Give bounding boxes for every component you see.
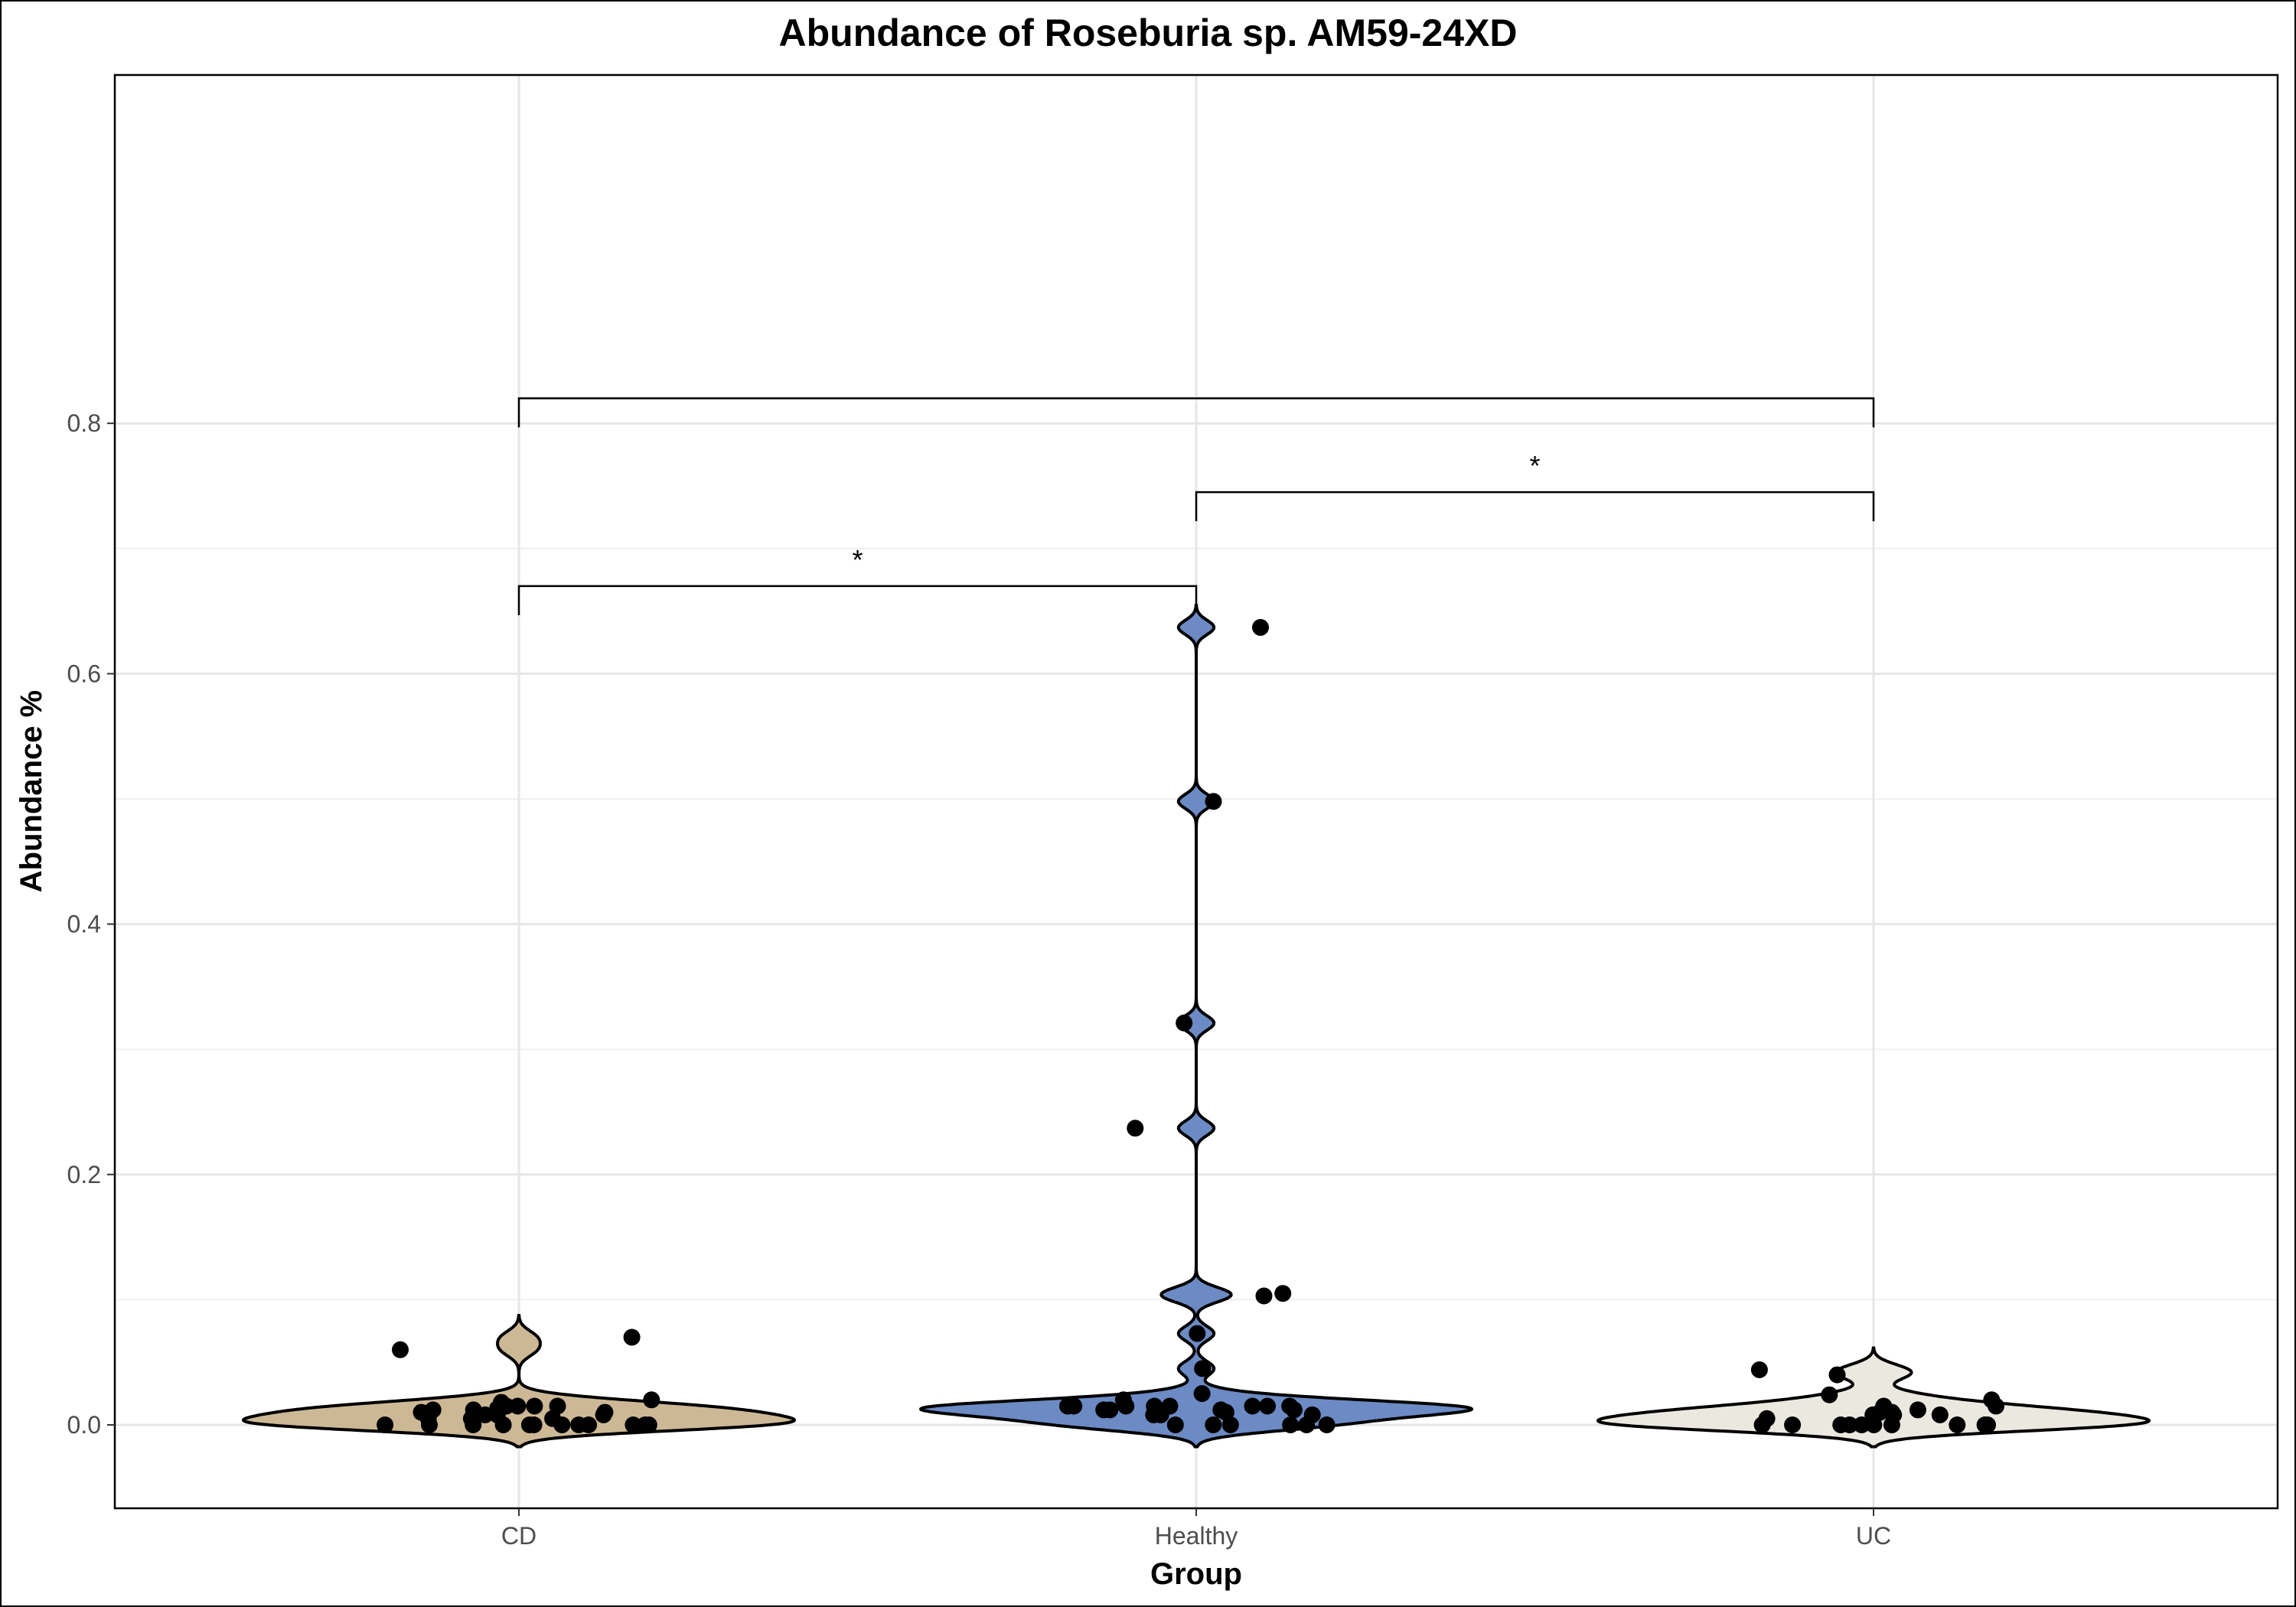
data-point-uc bbox=[1750, 1361, 1768, 1378]
data-point-uc bbox=[1753, 1416, 1771, 1433]
violins bbox=[241, 604, 2151, 1449]
data-point-uc bbox=[1909, 1401, 1926, 1419]
data-point-healthy bbox=[1255, 1287, 1273, 1305]
data-point-cd bbox=[643, 1391, 660, 1409]
data-point-healthy bbox=[1298, 1416, 1316, 1433]
data-point-healthy bbox=[1252, 618, 1269, 636]
data-point-healthy bbox=[1065, 1397, 1083, 1415]
data-point-cd bbox=[465, 1401, 482, 1419]
data-point-cd bbox=[377, 1416, 394, 1433]
data-point-uc bbox=[1821, 1386, 1838, 1403]
data-point-healthy bbox=[1205, 1416, 1222, 1433]
data-point-uc bbox=[1931, 1406, 1949, 1423]
significance-brackets: ** bbox=[517, 397, 1875, 615]
data-point-uc bbox=[1841, 1416, 1858, 1433]
data-point-cd bbox=[525, 1416, 543, 1433]
data-points bbox=[377, 618, 2004, 1433]
x-tick-label: Healthy bbox=[1155, 1522, 1238, 1550]
x-tick-label: CD bbox=[501, 1522, 536, 1550]
axes: 0.0 0.2 0.4 0.6 0.8 CD Healthy UC bbox=[67, 409, 1892, 1550]
data-point-cd bbox=[570, 1416, 588, 1433]
violin-cd bbox=[241, 1314, 797, 1449]
data-point-cd bbox=[419, 1410, 437, 1427]
data-point-healthy bbox=[1318, 1416, 1336, 1433]
data-point-cd bbox=[553, 1416, 571, 1433]
data-point-healthy bbox=[1152, 1406, 1169, 1423]
data-point-uc bbox=[1979, 1416, 1996, 1433]
data-point-cd bbox=[526, 1397, 543, 1415]
violin-uc bbox=[1596, 1346, 2151, 1449]
y-axis-title: Abundance % bbox=[15, 690, 48, 892]
data-point-uc bbox=[1784, 1416, 1802, 1433]
data-point-cd bbox=[623, 1328, 641, 1346]
data-point-cd bbox=[595, 1406, 612, 1423]
data-point-uc bbox=[1949, 1416, 1966, 1433]
data-point-healthy bbox=[1205, 793, 1222, 810]
data-point-cd bbox=[489, 1400, 507, 1417]
data-point-healthy bbox=[1285, 1401, 1303, 1419]
data-point-cd bbox=[392, 1341, 409, 1358]
data-point-cd bbox=[549, 1397, 566, 1415]
data-point-healthy bbox=[1282, 1416, 1300, 1433]
violin-healthy bbox=[918, 604, 1474, 1449]
chart-title: Abundance of Roseburia sp. AM59-24XD bbox=[779, 11, 1518, 54]
data-point-uc bbox=[1864, 1406, 1882, 1423]
significance-bracket bbox=[1195, 491, 1875, 522]
y-tick-label: 0.4 bbox=[67, 911, 101, 938]
data-point-cd bbox=[509, 1397, 527, 1415]
data-point-uc bbox=[1883, 1416, 1900, 1433]
x-tick-label: UC bbox=[1856, 1522, 1891, 1550]
y-tick-label: 0.0 bbox=[67, 1411, 101, 1439]
data-point-cd bbox=[640, 1416, 657, 1433]
data-point-healthy bbox=[1194, 1360, 1212, 1377]
y-tick-label: 0.8 bbox=[67, 409, 101, 437]
significance-bracket bbox=[517, 397, 1875, 428]
data-point-healthy bbox=[1244, 1397, 1261, 1415]
data-point-healthy bbox=[1221, 1416, 1239, 1433]
data-point-healthy bbox=[1193, 1385, 1211, 1403]
data-point-cd bbox=[625, 1416, 642, 1433]
data-point-healthy bbox=[1114, 1391, 1132, 1409]
data-point-healthy bbox=[1259, 1397, 1276, 1415]
y-tick-label: 0.2 bbox=[67, 1161, 101, 1188]
data-point-healthy bbox=[1101, 1401, 1119, 1419]
data-point-healthy bbox=[1176, 1014, 1193, 1032]
data-point-uc bbox=[1828, 1366, 1846, 1384]
y-tick-label: 0.6 bbox=[67, 660, 101, 687]
data-point-healthy bbox=[1189, 1325, 1206, 1342]
x-axis-title: Group bbox=[1150, 1557, 1242, 1591]
data-point-healthy bbox=[1274, 1285, 1292, 1302]
significance-label: * bbox=[852, 544, 863, 575]
data-point-healthy bbox=[1166, 1416, 1184, 1433]
data-point-uc bbox=[1853, 1416, 1870, 1433]
data-point-uc bbox=[1988, 1397, 2004, 1415]
data-point-healthy bbox=[1127, 1120, 1144, 1137]
significance-label: * bbox=[1529, 450, 1540, 481]
significance-bracket bbox=[517, 585, 1198, 615]
